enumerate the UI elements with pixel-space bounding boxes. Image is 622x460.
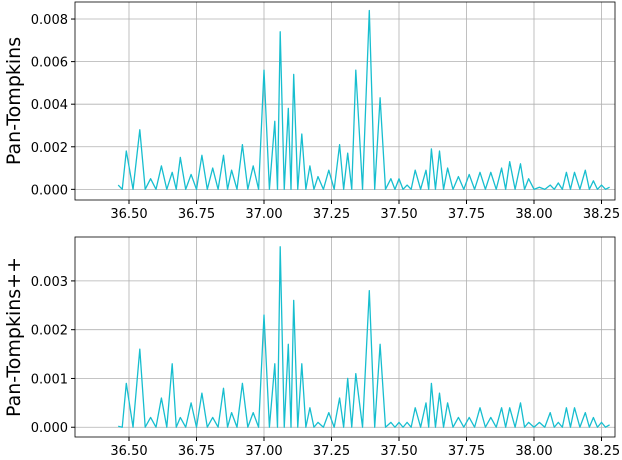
- x-tick-label: 37.75: [448, 207, 485, 222]
- plot-frame: [74, 236, 616, 438]
- x-tick-label: 37.75: [448, 444, 485, 459]
- x-tick-label: 37.00: [245, 207, 282, 222]
- y-tick-label: 0.003: [31, 275, 68, 290]
- plot-frame: [74, 1, 616, 201]
- x-tick-label: 38.00: [515, 207, 552, 222]
- x-tick-label: 37.25: [313, 207, 350, 222]
- y-tick-label: 0.001: [31, 372, 68, 387]
- x-tick-label: 38.00: [515, 444, 552, 459]
- subplot: 36.50 36.75 37.00 37.25 37.50 37.75 38.00 38.25…: [3, 236, 620, 459]
- x-tick-label: 37.00: [245, 444, 282, 459]
- x-tick-label: 38.25: [583, 444, 620, 459]
- y-tick-label: 0.000: [31, 421, 68, 436]
- y-tick-label: 0.004: [31, 98, 68, 113]
- x-tick-label: 37.50: [380, 207, 417, 222]
- x-tick-label: 36.50: [110, 444, 147, 459]
- x-tick-label: 37.25: [313, 444, 350, 459]
- y-tick-label: 0.000: [31, 183, 68, 198]
- x-tick-label: 36.75: [178, 444, 215, 459]
- y-axis-label: Pan-Tompkins++: [3, 257, 25, 417]
- y-tick-label: 0.006: [31, 56, 68, 71]
- y-axis-label: Pan-Tompkins: [3, 37, 25, 165]
- y-tick-label: 0.002: [31, 324, 68, 339]
- x-tick-label: 36.50: [110, 207, 147, 222]
- data-line: [118, 246, 610, 428]
- subplot: 36.50 36.75 37.00 37.25 37.50 37.75 38.00 38.25…: [3, 1, 620, 222]
- data-line: [117, 9, 610, 190]
- x-tick-label: 38.25: [583, 207, 620, 222]
- x-tick-label: 36.75: [178, 207, 215, 222]
- y-tick-label: 0.008: [31, 13, 68, 28]
- x-tick-label: 37.50: [380, 444, 417, 459]
- y-tick-label: 0.002: [31, 141, 68, 156]
